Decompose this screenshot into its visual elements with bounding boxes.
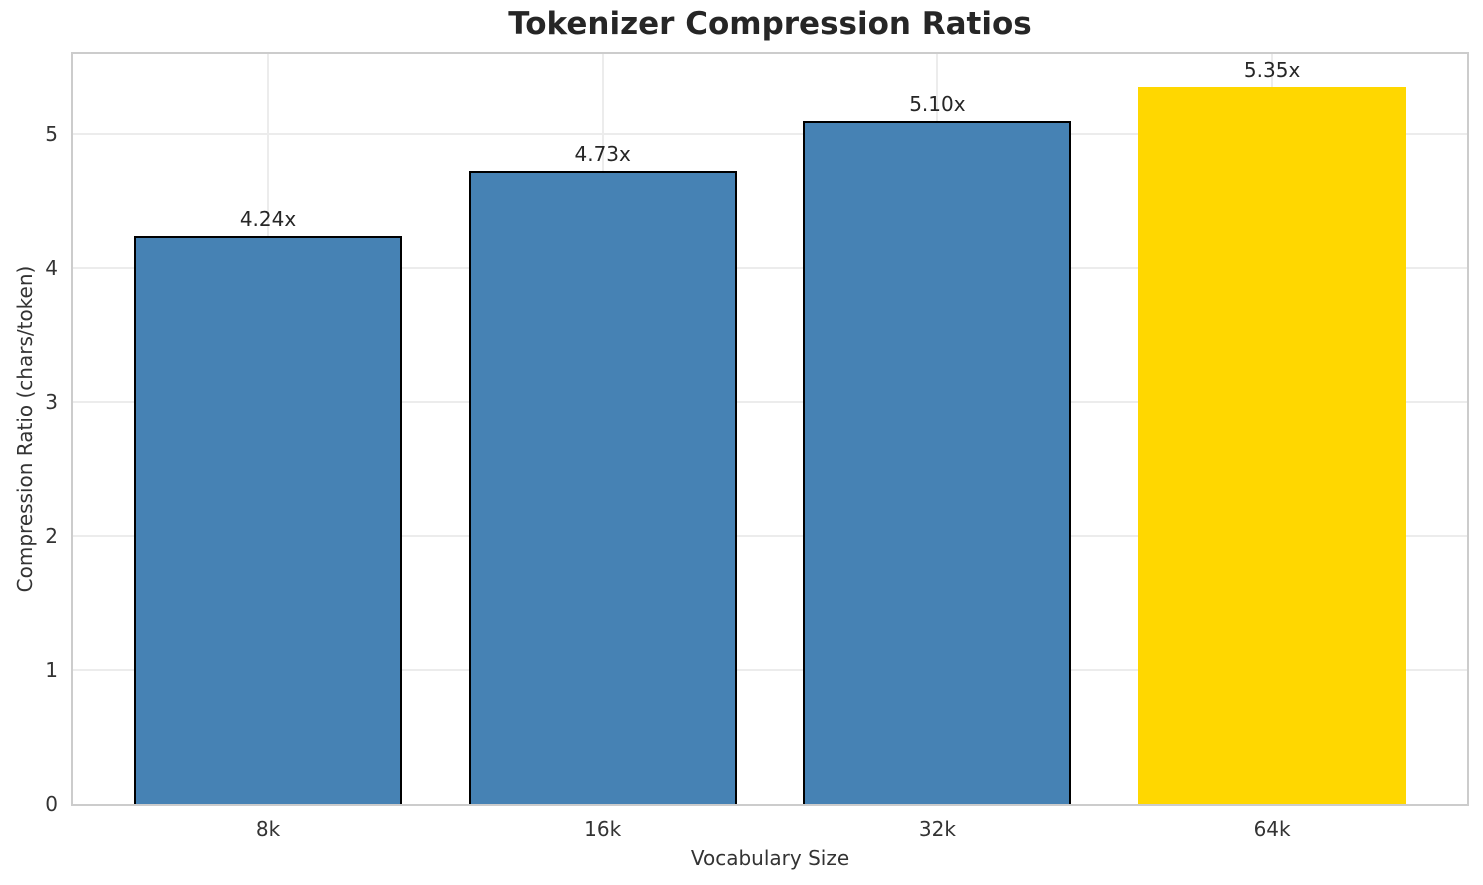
bar-8k: [134, 236, 402, 804]
x-tick-label-8k: 8k: [255, 817, 281, 841]
bar-value-label: 4.73x: [574, 141, 631, 166]
y-tick-label: 5: [45, 122, 58, 147]
bar-32k: [803, 120, 1072, 804]
y-tick-label: 2: [45, 524, 58, 549]
bar-16k: [468, 170, 737, 804]
y-tick-label: 4: [45, 256, 58, 281]
x-axis-label: Vocabulary Size: [690, 846, 850, 870]
gridline-horizontal: [73, 669, 1467, 672]
x-tick-label-16k: 16k: [584, 817, 622, 841]
x-tick-label-64k: 64k: [1253, 817, 1291, 841]
gridline-horizontal: [73, 133, 1467, 136]
y-tick-label: 0: [45, 792, 58, 816]
plot-area: 4.24x 4.73x 5.10x 5.35x: [71, 52, 1469, 806]
bar-value-label: 5.10x: [909, 91, 966, 116]
x-tick-label-32k: 32k: [918, 817, 956, 841]
bar-value-label: 4.24x: [239, 207, 297, 232]
chart-title: Tokenizer Compression Ratios: [508, 6, 1032, 42]
y-tick-label: 3: [45, 390, 58, 415]
gridline-horizontal: [73, 267, 1467, 270]
gridline-horizontal: [73, 535, 1467, 538]
gridline-horizontal: [73, 401, 1467, 404]
bar-value-label: 5.35x: [1243, 58, 1301, 83]
bar-64k: [1138, 87, 1407, 804]
y-tick-label: 1: [45, 658, 58, 683]
